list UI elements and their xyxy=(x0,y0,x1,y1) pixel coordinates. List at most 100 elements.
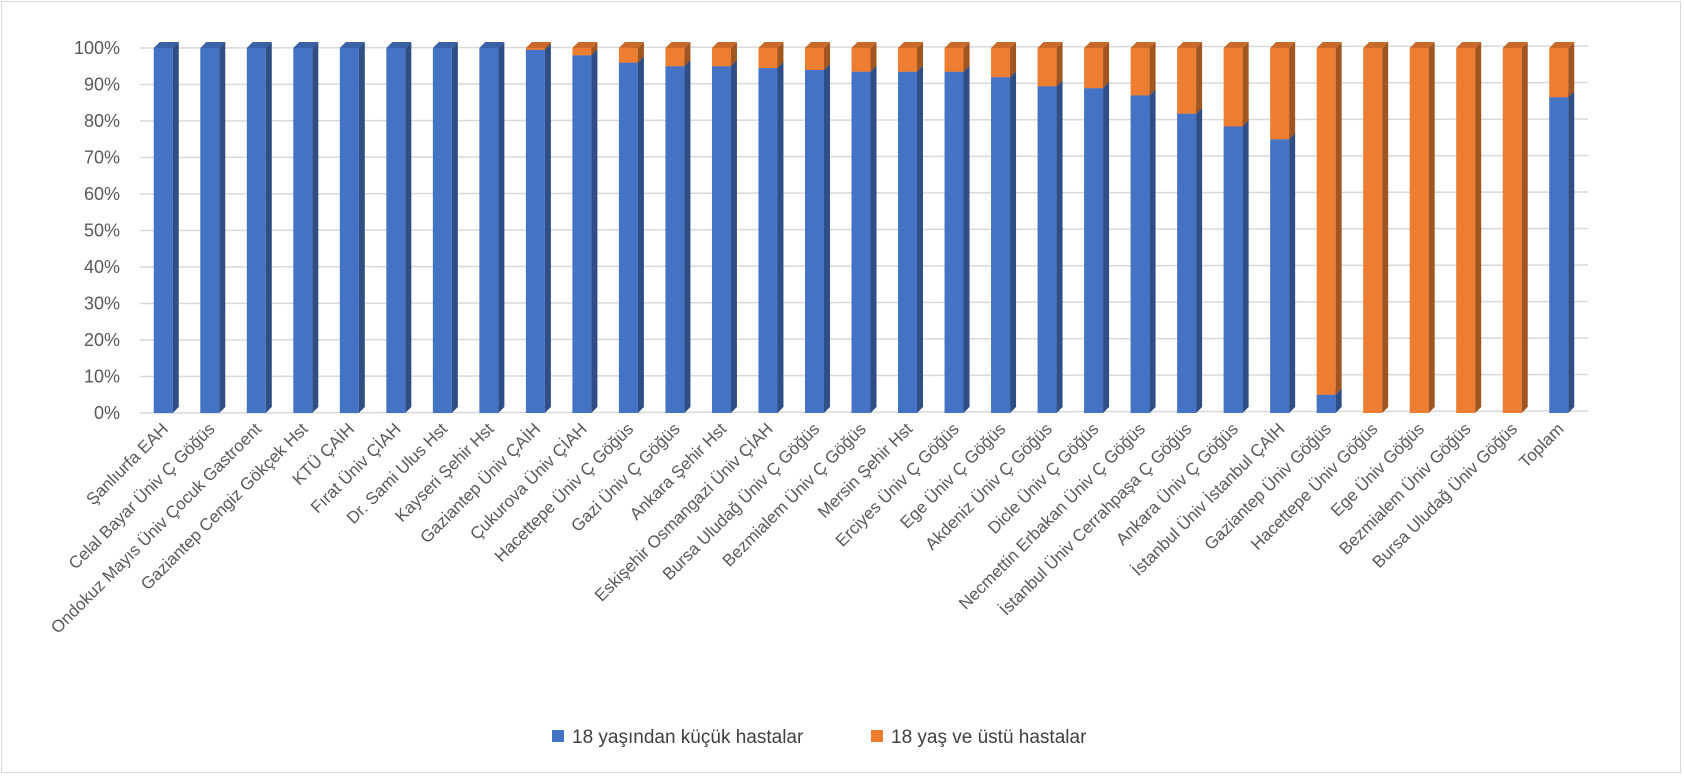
bar-segment-18-plus xyxy=(1037,48,1057,87)
bar-stack xyxy=(200,42,226,413)
bar-segment-18-plus-top xyxy=(1177,42,1203,48)
bar-segment-18-plus xyxy=(944,48,964,72)
legend-swatch-under-18 xyxy=(552,730,564,742)
bar-segment-under-18-side xyxy=(637,56,644,413)
legend: 18 yaşından küçük hastalar 18 yaş ve üst… xyxy=(552,727,1087,748)
bar-segment-18-plus-side xyxy=(1103,42,1110,89)
bar-segment-18-plus-side xyxy=(1010,42,1017,78)
bar-segment-under-18-side xyxy=(1568,91,1575,414)
bar-segment-under-18-side xyxy=(1010,71,1017,413)
legend-label-18-plus: 18 yaş ve üstü hastalar xyxy=(891,727,1087,748)
bar-segment-18-plus-top xyxy=(1037,42,1063,48)
bar-segment-18-plus xyxy=(1084,48,1104,89)
bar-segment-under-18-top xyxy=(246,42,272,48)
bar-stack xyxy=(432,42,458,413)
bar-segment-under-18-side xyxy=(1335,388,1342,413)
bar-segment-18-plus xyxy=(525,48,545,50)
y-tick-label: 60% xyxy=(84,184,120,204)
bar-segment-18-plus-side xyxy=(1382,42,1389,413)
bar-segment-18-plus-side xyxy=(823,42,830,70)
bar-segment-under-18 xyxy=(1037,86,1057,413)
bar-segment-under-18-top xyxy=(432,42,458,48)
bar-stack xyxy=(1130,42,1156,413)
bar-stack xyxy=(1409,42,1435,413)
bar-segment-18-plus-top xyxy=(991,42,1017,48)
bar-segment-18-plus-side xyxy=(1568,42,1575,98)
bar-segment-18-plus-side xyxy=(544,42,551,50)
bar-segment-18-plus xyxy=(991,48,1011,78)
y-tick-label: 100% xyxy=(74,38,120,58)
bar-stack xyxy=(1037,42,1063,413)
bar-segment-18-plus-side xyxy=(1428,42,1435,413)
y-tick-label: 70% xyxy=(84,148,120,168)
x-category-label: Toplam xyxy=(1515,419,1567,471)
bar-segment-18-plus xyxy=(572,48,592,56)
bar-segment-18-plus-top xyxy=(804,42,830,48)
bar-segment-18-plus-side xyxy=(1289,42,1296,140)
bar-segment-18-plus-side xyxy=(917,42,924,72)
y-tick-label: 0% xyxy=(94,403,120,423)
bar-segment-18-plus-top xyxy=(1549,42,1575,48)
bar-segment-under-18-side xyxy=(544,43,551,413)
bar-segment-under-18-side xyxy=(1149,89,1156,413)
bar-segment-under-18 xyxy=(479,48,499,413)
bar-segment-18-plus-side xyxy=(591,42,598,56)
bar-segment-18-plus-side xyxy=(730,42,737,67)
bar-stack xyxy=(525,42,551,413)
bar-segment-18-plus-top xyxy=(1223,42,1249,48)
bar-segment-under-18-top xyxy=(479,42,505,48)
bar-stack xyxy=(758,42,784,413)
bar-stack xyxy=(1316,42,1342,413)
bar-segment-18-plus-side xyxy=(637,42,644,63)
bar-segment-18-plus-side xyxy=(963,42,970,72)
bar-segment-under-18-side xyxy=(358,42,365,413)
bar-segment-under-18 xyxy=(1270,139,1290,413)
bar-segment-under-18-top xyxy=(200,42,226,48)
bar-segment-under-18 xyxy=(1316,394,1336,413)
bar-stack xyxy=(246,42,272,413)
bar-segment-under-18-side xyxy=(219,42,226,413)
legend-swatch-18-plus xyxy=(871,730,883,742)
bar-segment-18-plus-top xyxy=(1456,42,1482,48)
bar-segment-under-18-side xyxy=(777,62,784,413)
bar-segment-18-plus-side xyxy=(870,42,877,72)
bar-stack xyxy=(153,42,179,413)
bar-segment-under-18-top xyxy=(153,42,179,48)
bar-segment-under-18 xyxy=(200,48,220,413)
bar-stack xyxy=(711,42,737,413)
bar-segment-18-plus-side xyxy=(1196,42,1203,114)
bar-segment-18-plus xyxy=(1316,48,1336,395)
x-category-label: Şanlıurfa EAH xyxy=(82,419,172,509)
bar-segment-18-plus xyxy=(1363,48,1383,413)
y-tick-label: 20% xyxy=(84,330,120,350)
bar-segment-18-plus-top xyxy=(944,42,970,48)
bar-stack xyxy=(898,42,924,413)
bar-segment-18-plus-top xyxy=(1270,42,1296,48)
bar-segment-under-18-top xyxy=(339,42,365,48)
bar-stack xyxy=(991,42,1017,413)
bar-segment-under-18-side xyxy=(172,42,179,413)
bar-segment-18-plus xyxy=(711,48,731,67)
bar-segment-18-plus-top xyxy=(1130,42,1156,48)
bar-stack xyxy=(804,42,830,414)
bar-segment-18-plus xyxy=(618,48,638,63)
bar-segment-under-18 xyxy=(1549,97,1569,414)
bar-segment-under-18 xyxy=(991,77,1011,413)
bar-stack xyxy=(339,42,365,413)
y-tick-label: 10% xyxy=(84,367,120,387)
bar-stack xyxy=(1549,42,1575,414)
bar-segment-18-plus xyxy=(898,48,918,72)
bar-segment-under-18-top xyxy=(386,42,412,48)
bar-segment-under-18-side xyxy=(451,42,458,413)
bar-segment-18-plus xyxy=(1223,48,1243,127)
bar-stack xyxy=(618,42,644,413)
bar-segment-under-18 xyxy=(1130,95,1150,413)
bar-segment-under-18-side xyxy=(823,63,830,414)
bar-segment-under-18-side xyxy=(917,65,924,413)
y-tick-label: 90% xyxy=(84,75,120,95)
bar-segment-under-18 xyxy=(1223,126,1243,413)
bar-segment-under-18 xyxy=(293,48,313,413)
bar-segment-18-plus-top xyxy=(758,42,784,48)
y-tick-label: 50% xyxy=(84,221,120,241)
